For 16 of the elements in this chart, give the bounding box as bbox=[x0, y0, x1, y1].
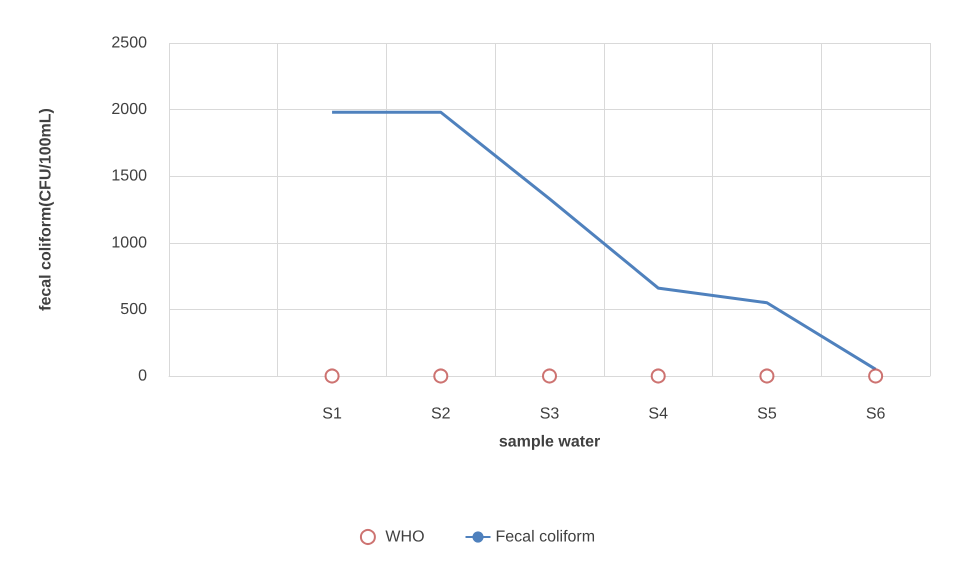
x-tick-label: S4 bbox=[648, 406, 668, 422]
x-tick-label: S3 bbox=[540, 406, 560, 422]
y-tick-label: 1500 bbox=[111, 168, 148, 185]
x-tick-label: S1 bbox=[322, 406, 342, 422]
x-tick-label: S5 bbox=[757, 406, 777, 422]
y-tick-label: 0 bbox=[138, 368, 148, 384]
x-tick-label: S6 bbox=[866, 406, 886, 422]
legend-label: Fecal coliform bbox=[496, 528, 596, 546]
y-axis-title: fecal coliform(CFU/100mL) bbox=[38, 108, 54, 311]
x-tick-label: S2 bbox=[430, 406, 451, 422]
y-tick-label: 2500 bbox=[111, 34, 148, 52]
legend-label: WHO bbox=[385, 528, 425, 546]
y-tick-label: 1000 bbox=[111, 234, 148, 252]
x-axis-title: sample water bbox=[498, 434, 600, 450]
y-tick-label: 500 bbox=[120, 300, 148, 318]
y-tick-label: 2000 bbox=[111, 101, 148, 118]
